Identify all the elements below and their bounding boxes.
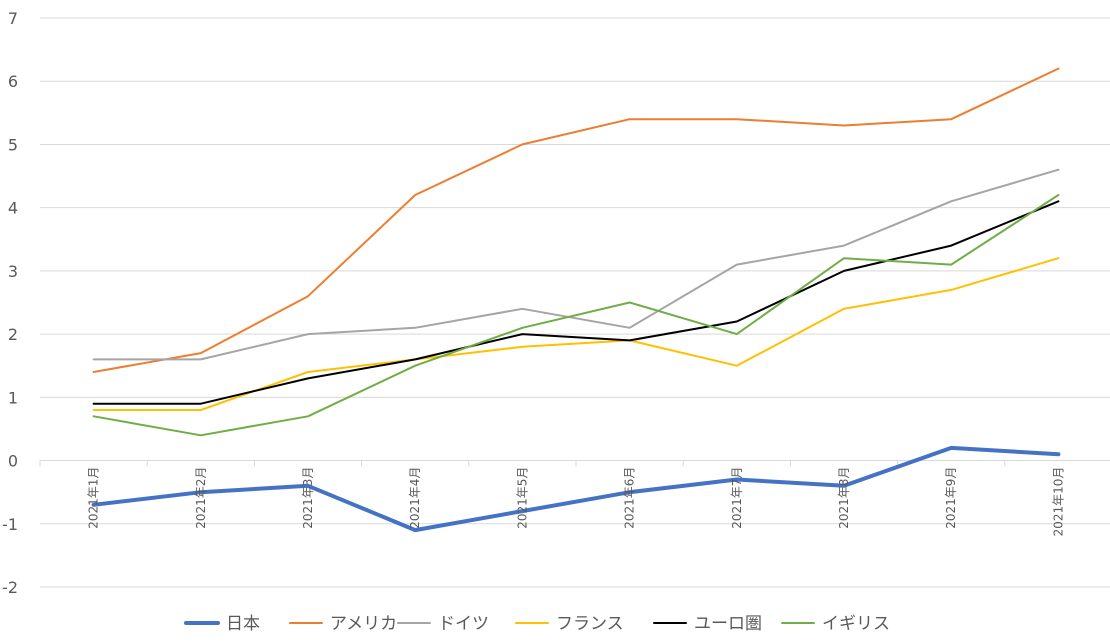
y-tick-label: -2 xyxy=(2,578,18,597)
series-line-5 xyxy=(92,194,1060,437)
legend-label: ドイツ xyxy=(438,614,489,634)
x-tick-label: 2021年8月 xyxy=(837,467,851,529)
legend-label: 日本 xyxy=(226,614,260,634)
y-tick-label: -1 xyxy=(2,515,18,534)
series-line-2 xyxy=(92,168,1060,361)
y-tick-label: 6 xyxy=(8,72,18,91)
y-tick-label: 2 xyxy=(8,325,18,344)
x-tick-label: 2021年6月 xyxy=(623,467,637,529)
x-axis-tick-labels: 2021年1月 2021年2月 2021年3月 2021年4月 2021年5月 2021年… xyxy=(87,467,1066,537)
x-tick-label: 2021年9月 xyxy=(944,467,958,529)
y-tick-label: 3 xyxy=(8,262,18,281)
gridlines xyxy=(39,17,1110,588)
y-tick-label: 4 xyxy=(8,199,18,218)
series-line-0 xyxy=(91,445,1061,533)
y-axis-tick-labels: -2 -1 0 1 2 3 4 5 6 7 xyxy=(2,9,18,597)
y-tick-label: 0 xyxy=(8,452,18,471)
x-tick-label: 2021年5月 xyxy=(515,467,529,529)
legend-label: フランス xyxy=(556,614,624,634)
legend: 日本 アメリカ ドイツ フランス ユーロ圏 イギリス xyxy=(184,614,890,634)
y-tick-label: 5 xyxy=(8,135,18,154)
y-tick-label: 7 xyxy=(8,9,18,28)
x-tick-label: 2021年10月 xyxy=(1051,467,1065,537)
x-tick-label: 2021年7月 xyxy=(730,467,744,529)
y-tick-label: 1 xyxy=(8,388,18,407)
x-tick-label: 2021年4月 xyxy=(408,467,422,529)
x-tick-label: 2021年2月 xyxy=(194,467,208,529)
legend-label: ユーロ圏 xyxy=(694,614,762,634)
series-line-4 xyxy=(92,200,1060,405)
series-lines xyxy=(91,67,1061,533)
x-tick-label: 2021年3月 xyxy=(301,467,315,529)
x-tick-label: 2021年1月 xyxy=(87,467,101,529)
legend-label: イギリス xyxy=(822,614,890,634)
series-line-1 xyxy=(92,67,1060,373)
legend-label: アメリカ xyxy=(330,614,397,634)
